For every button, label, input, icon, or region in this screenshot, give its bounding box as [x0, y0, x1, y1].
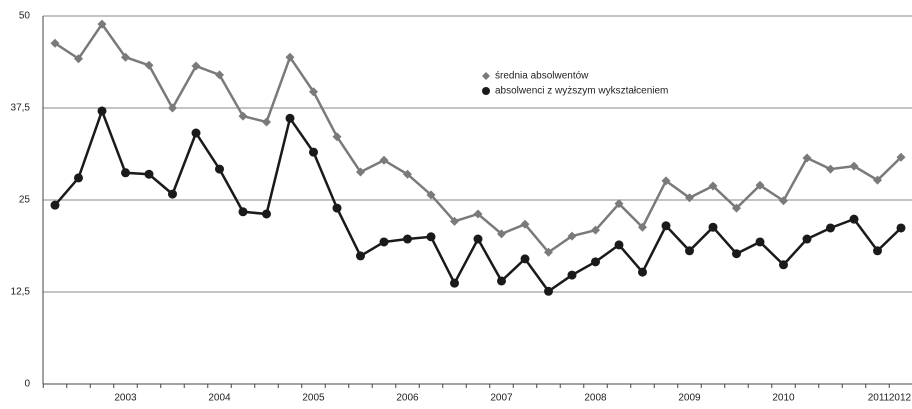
marker	[779, 260, 788, 270]
marker	[97, 19, 107, 29]
marker	[497, 276, 506, 286]
marker	[168, 189, 177, 199]
y-tick-label: 0	[24, 379, 30, 390]
marker	[638, 267, 647, 277]
marker	[544, 286, 553, 296]
marker	[121, 168, 130, 178]
marker	[873, 175, 882, 185]
x-tick-label: 2009	[678, 393, 701, 404]
marker	[50, 38, 60, 48]
y-tick-label: 12,5	[11, 287, 31, 298]
marker	[849, 161, 859, 171]
marker	[708, 181, 718, 191]
marker	[238, 111, 248, 121]
marker	[544, 247, 553, 257]
marker	[309, 147, 318, 157]
marker	[191, 61, 201, 71]
marker	[97, 106, 107, 116]
marker	[779, 196, 788, 206]
marker	[826, 223, 835, 233]
marker	[332, 203, 342, 213]
legend-label: absolwenci z wyższym wykształceniem	[495, 86, 668, 97]
marker	[873, 246, 882, 256]
marker	[708, 222, 718, 232]
series-line	[54, 107, 902, 293]
marker	[285, 52, 295, 62]
marker	[661, 176, 671, 186]
marker	[896, 223, 906, 233]
marker	[426, 232, 436, 242]
x-tick-label: 2007	[490, 393, 513, 404]
marker	[802, 234, 812, 244]
marker	[74, 54, 83, 64]
marker	[614, 240, 624, 250]
marker	[238, 207, 248, 217]
x-tick-label: 2010	[772, 393, 795, 404]
marker	[285, 113, 295, 123]
marker	[520, 254, 530, 264]
x-tick-label: 2011	[868, 393, 890, 404]
marker	[379, 237, 389, 247]
marker	[896, 152, 906, 162]
marker	[614, 199, 624, 209]
marker	[191, 128, 201, 138]
legend-marker	[482, 72, 490, 80]
marker	[520, 219, 530, 229]
marker	[755, 237, 765, 247]
marker	[215, 164, 224, 174]
marker	[332, 132, 342, 142]
marker	[591, 257, 600, 267]
x-tick-label: 2008	[584, 393, 607, 404]
marker	[732, 249, 741, 259]
marker	[50, 200, 60, 210]
marker	[262, 117, 271, 127]
marker	[215, 70, 224, 80]
marker	[309, 87, 318, 97]
marker	[826, 164, 835, 174]
marker	[661, 221, 671, 231]
marker	[262, 209, 271, 219]
marker	[685, 246, 694, 256]
marker	[450, 216, 459, 226]
marker	[685, 193, 694, 203]
marker	[356, 167, 365, 177]
legend-label: średnia absolwentów	[495, 71, 589, 82]
marker	[755, 180, 765, 190]
marker	[144, 169, 154, 179]
legend-marker	[482, 87, 490, 95]
marker	[121, 52, 130, 62]
marker	[802, 153, 812, 163]
marker	[732, 203, 741, 213]
marker	[473, 209, 483, 219]
marker	[356, 251, 365, 261]
marker	[473, 234, 483, 244]
x-tick-label: 2003	[114, 393, 137, 404]
marker	[849, 214, 859, 224]
x-tick-label: 2012	[889, 393, 912, 404]
marker	[403, 169, 412, 179]
marker	[379, 155, 389, 165]
marker	[497, 229, 506, 239]
marker	[567, 270, 577, 280]
marker	[638, 222, 647, 232]
x-tick-label: 2006	[396, 393, 419, 404]
marker	[168, 103, 177, 113]
y-tick-label: 37,5	[11, 103, 31, 114]
marker	[426, 190, 436, 200]
x-tick-label: 2005	[302, 393, 325, 404]
marker	[144, 60, 154, 70]
marker	[450, 278, 459, 288]
marker	[74, 173, 83, 183]
marker	[567, 231, 577, 241]
marker	[591, 225, 600, 235]
marker	[403, 234, 412, 244]
x-tick-label: 2004	[208, 393, 231, 404]
y-tick-label: 25	[19, 195, 31, 206]
y-tick-label: 50	[19, 11, 31, 22]
